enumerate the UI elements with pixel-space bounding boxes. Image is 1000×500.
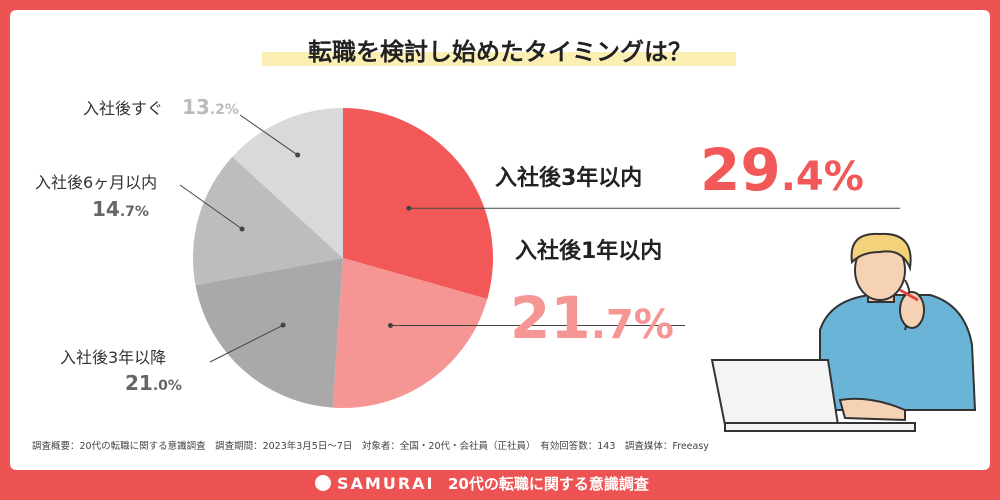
footer-title: 20代の転職に関する意識調査 [448,475,650,493]
brand-icon [315,475,331,491]
value-label: 21.7% [510,284,674,352]
category-label: 入社後3年以内 [495,165,642,191]
leader-line [239,114,298,156]
chart-title: 転職を検討し始めたタイミングは？ [308,38,692,66]
pie-slice [195,258,343,408]
value-label: 13.2% [182,95,239,119]
value-label: 14.7% [92,197,149,221]
pie-slice [232,108,343,258]
category-label: 入社後3年以降 [60,348,166,367]
pie-slice [332,258,488,408]
pie-slice [193,156,343,286]
brand: SAMURAI [337,474,434,493]
category-label: 入社後1年以内 [515,238,662,264]
title-highlight [262,52,736,66]
footnote: 調査概要：20代の転職に関する意識調査 調査期間：2023年3月5日〜7日 対象… [32,440,709,452]
category-label: 入社後6ヶ月以内 [35,173,157,192]
value-label: 29.4% [700,136,864,204]
footer: SAMURAI 20代の転職に関する意識調査 [315,474,650,493]
pie-slice [343,108,494,299]
person-illustration [710,232,977,432]
value-label: 21.0% [125,371,182,395]
category-label: 入社後すぐ [83,99,163,118]
leader-line [209,324,284,363]
leader-line [179,184,243,230]
